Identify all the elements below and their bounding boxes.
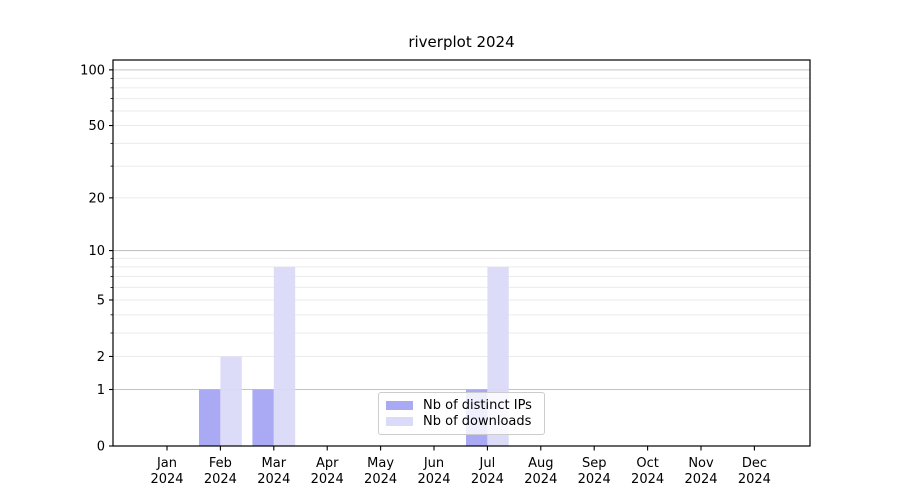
x-tick-label-year: 2024 bbox=[204, 472, 237, 487]
bar-distinct-ips bbox=[252, 389, 274, 446]
x-tick-label-year: 2024 bbox=[524, 472, 557, 487]
x-tick-label-month: Jan bbox=[156, 456, 177, 471]
x-tick-label-month: Jul bbox=[479, 456, 496, 471]
y-tick-label: 20 bbox=[88, 191, 105, 206]
x-tick-label-year: 2024 bbox=[150, 472, 183, 487]
legend-label-downloads: Nb of downloads bbox=[423, 414, 532, 430]
chart-title: riverplot 2024 bbox=[408, 33, 515, 51]
x-tick-label-month: Feb bbox=[209, 456, 232, 471]
y-tick-label: 2 bbox=[97, 350, 105, 365]
x-tick-label-year: 2024 bbox=[684, 472, 717, 487]
x-tick-label-month: Aug bbox=[528, 456, 553, 471]
y-tick-label: 5 bbox=[97, 293, 105, 308]
y-tick-label: 100 bbox=[80, 63, 105, 78]
bar-distinct-ips bbox=[199, 389, 221, 446]
bar-downloads bbox=[273, 266, 296, 446]
x-tick-label-year: 2024 bbox=[471, 472, 504, 487]
y-tick-label: 1 bbox=[97, 383, 105, 398]
axes-frame bbox=[112, 59, 811, 447]
x-tick-label-year: 2024 bbox=[578, 472, 611, 487]
x-tick-label-year: 2024 bbox=[417, 472, 450, 487]
x-tick-label-month: Oct bbox=[636, 456, 658, 471]
legend: Nb of distinct IPs Nb of downloads bbox=[378, 392, 545, 435]
legend-swatch-downloads bbox=[386, 417, 413, 427]
legend-swatch-distinct-ips bbox=[386, 400, 413, 410]
x-tick-label-year: 2024 bbox=[257, 472, 290, 487]
legend-label-distinct-ips: Nb of distinct IPs bbox=[423, 397, 532, 413]
x-tick-label-month: Dec bbox=[742, 456, 767, 471]
x-tick-label-month: Jun bbox=[423, 456, 444, 471]
x-tick-label-month: Sep bbox=[582, 456, 607, 471]
x-tick-label-year: 2024 bbox=[311, 472, 344, 487]
x-tick-label-year: 2024 bbox=[364, 472, 397, 487]
legend-item-downloads: Nb of downloads bbox=[386, 414, 537, 431]
y-tick-label: 10 bbox=[88, 244, 105, 259]
x-tick-label-year: 2024 bbox=[631, 472, 664, 487]
x-tick-label-month: Nov bbox=[688, 456, 714, 471]
x-tick-label-month: May bbox=[367, 456, 394, 471]
x-tick-label-year: 2024 bbox=[738, 472, 771, 487]
legend-item-distinct-ips: Nb of distinct IPs bbox=[386, 397, 537, 414]
y-tick-label: 0 bbox=[97, 440, 105, 455]
y-tick-label: 50 bbox=[88, 119, 105, 134]
bar-downloads bbox=[220, 356, 242, 446]
x-tick-label-month: Apr bbox=[316, 456, 339, 471]
x-tick-label-month: Mar bbox=[262, 456, 287, 471]
